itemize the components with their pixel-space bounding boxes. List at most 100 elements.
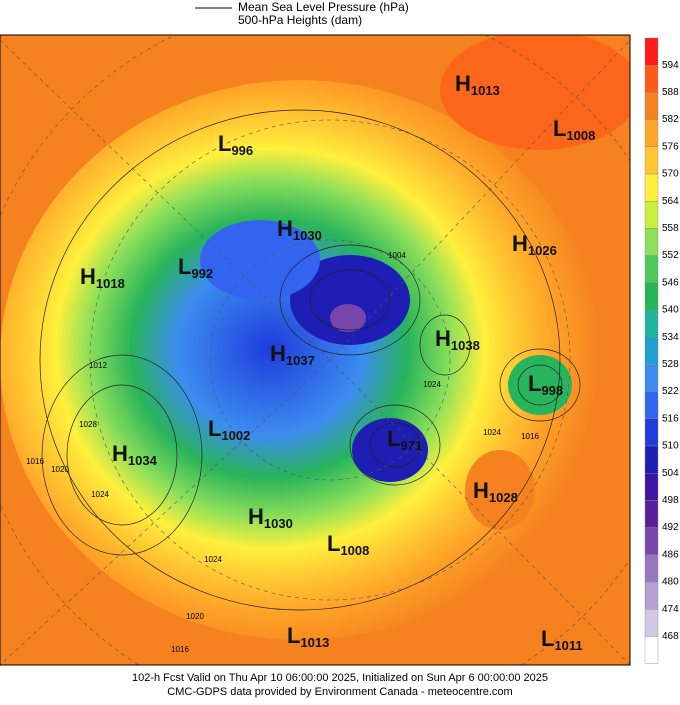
center-letter: H <box>277 216 293 241</box>
center-letter: H <box>112 441 128 466</box>
colorbar-box <box>644 473 659 501</box>
pressure-center: H1030 <box>248 504 293 532</box>
center-letter: H <box>435 326 451 351</box>
center-value: 971 <box>400 438 422 453</box>
isobar-label: 1024 <box>483 428 501 437</box>
pressure-center: H1028 <box>473 478 518 506</box>
legend-line-label: Mean Sea Level Pressure (hPa) <box>238 0 409 14</box>
colorbar-label: 510 <box>662 441 679 452</box>
colorbar-label: 528 <box>662 359 679 370</box>
center-letter: L <box>218 131 231 156</box>
center-value: 1011 <box>554 638 582 653</box>
colorbar-label: 498 <box>662 495 679 506</box>
colorbar-box <box>644 146 659 175</box>
pressure-center: L992 <box>178 254 213 282</box>
colorbar-label: 534 <box>662 332 679 343</box>
pressure-center: H1034 <box>112 441 158 469</box>
pressure-center: H1026 <box>512 231 557 259</box>
footer-line: 102-h Fcst Valid on Thu Apr 10 06:00:00 … <box>132 672 548 684</box>
colorbar-box <box>644 64 659 93</box>
center-letter: L <box>327 531 340 556</box>
legend-fill-label: 500-hPa Heights (dam) <box>238 13 362 27</box>
colorbar-box <box>644 554 659 583</box>
pressure-center: H1030 <box>277 216 322 244</box>
isobar-label: 1012 <box>89 361 107 370</box>
colorbar-label: 474 <box>662 604 679 615</box>
pressure-center: L1008 <box>327 531 369 559</box>
colorbar-box <box>644 309 659 338</box>
colorbar-label: 564 <box>662 196 679 207</box>
center-letter: H <box>80 264 96 289</box>
center-value: 1002 <box>221 428 250 443</box>
colorbar-box <box>644 228 659 256</box>
colorbar-label: 480 <box>662 577 679 588</box>
center-letter: L <box>541 626 554 651</box>
map-frame <box>0 34 631 666</box>
isobar-label: 1016 <box>171 645 189 654</box>
isobar-label: 1020 <box>186 612 204 621</box>
center-value: 998 <box>541 383 563 398</box>
isobars <box>39 109 581 611</box>
pressure-center: H1018 <box>80 264 125 292</box>
colorbar-box <box>644 37 659 66</box>
center-letter: H <box>455 71 471 96</box>
pressure-center: H1013 <box>455 71 500 99</box>
colorbar-label: 552 <box>662 250 679 261</box>
footer-line: CMC-GDPS data provided by Environment Ca… <box>167 686 512 698</box>
pressure-center: L998 <box>528 371 563 399</box>
center-value: 1038 <box>451 338 480 353</box>
center-value: 1008 <box>340 543 369 558</box>
colorbar-label: 486 <box>662 549 679 560</box>
center-value: 992 <box>191 266 213 281</box>
low-core <box>508 355 572 415</box>
center-value: 1030 <box>264 516 293 531</box>
low-core <box>352 418 428 482</box>
center-value: 996 <box>231 143 253 158</box>
isobar-label: 1024 <box>204 555 222 564</box>
center-letter: L <box>528 371 541 396</box>
isobar-label: 1020 <box>51 465 69 474</box>
center-letter: H <box>473 478 489 503</box>
center-value: 1013 <box>300 635 329 650</box>
colorbar-box <box>644 364 659 392</box>
colorbar-box <box>644 282 659 311</box>
colorbar-box <box>644 609 659 637</box>
colorbar-label: 492 <box>662 522 679 533</box>
colorbar-box <box>644 200 659 229</box>
pressure-center: H1038 <box>435 326 480 354</box>
low-core <box>290 255 410 345</box>
colorbar-label: 594 <box>662 60 679 71</box>
center-letter: L <box>178 254 191 279</box>
pressure-center: H1037 <box>270 341 315 369</box>
isobar-label: 1028 <box>79 420 97 429</box>
isobar-label: 1016 <box>26 457 44 466</box>
colorbar-box <box>644 255 659 284</box>
pressure-center: L1011 <box>541 626 583 654</box>
colorbar-label: 558 <box>662 223 679 234</box>
pressure-center: L1002 <box>208 416 250 444</box>
pressure-center: L996 <box>218 131 253 159</box>
colorbar-label: 570 <box>662 169 679 180</box>
colorbar-label: 504 <box>662 468 679 479</box>
colorbar-label: 540 <box>662 305 679 316</box>
colorbar-label: 582 <box>662 114 679 125</box>
center-value: 1034 <box>128 453 158 468</box>
height-field <box>0 80 600 640</box>
isobar-label: 1024 <box>91 490 109 499</box>
center-letter: H <box>270 341 286 366</box>
center-letter: L <box>387 426 400 451</box>
center-letter: H <box>512 231 528 256</box>
colorbar-box <box>644 527 659 555</box>
isobar-label: 1024 <box>423 380 441 389</box>
colorbar-box <box>644 500 659 528</box>
center-value: 1018 <box>96 276 125 291</box>
colorbar-box <box>644 119 659 147</box>
colorbar-label: 588 <box>662 87 679 98</box>
colorbar-box <box>644 418 659 447</box>
center-value: 1037 <box>286 353 315 368</box>
colorbar-label: 468 <box>662 631 679 642</box>
center-letter: L <box>208 416 221 441</box>
